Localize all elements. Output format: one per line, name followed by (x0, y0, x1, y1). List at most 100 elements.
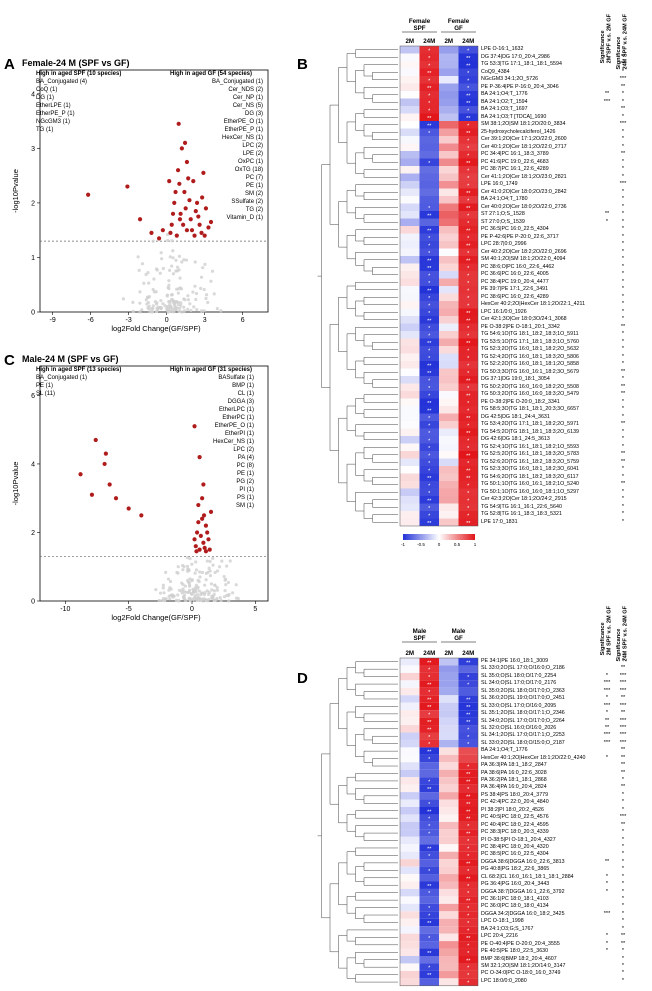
significance-header: Significance 2M SPF v.s. 2M GF (600, 606, 613, 656)
cell-star: ** (466, 393, 471, 399)
point-ns (154, 290, 158, 294)
cell-star: * (467, 236, 470, 242)
significance-mark: ** (620, 784, 626, 791)
heatmap-cell (400, 710, 420, 718)
cell-star: * (467, 198, 470, 204)
panel-d-heatmap: Male SPF Male GF 2M 24M 2M 24M ** ** * * * ** * * ** ** **… (310, 606, 650, 988)
cell-star: ** (466, 63, 471, 69)
point-ns (181, 582, 185, 587)
heatmap-cell (439, 316, 459, 324)
point-sig (194, 530, 200, 535)
significance-mark: * (621, 211, 625, 217)
row-label: ST 27:1;O;S_1528 (481, 211, 525, 217)
significance-mark (600, 970, 614, 977)
point-sig (170, 211, 176, 216)
point-ns (164, 570, 168, 574)
point-sig (200, 195, 205, 200)
row-label: TG 54:5;2O|TG 18:1_18:1_18:3;2O_6139 (481, 428, 579, 435)
heatmap-cell (439, 113, 459, 121)
heatmap-cell (419, 458, 439, 466)
row-label: DG 37:1|DG 19:0_18:1_3054 (481, 376, 550, 382)
heatmap-cell (419, 665, 439, 673)
cell-star: ** (427, 408, 432, 414)
significance-mark: ** (620, 762, 626, 769)
row-label: TG 52:5;2O|TG 16:1_18:1_18:3;2O_5783 (481, 451, 579, 457)
heatmap-cell (458, 98, 478, 106)
significance-mark: * (621, 658, 625, 664)
heatmap-cell (419, 346, 439, 354)
point-sig (172, 200, 177, 206)
point-ns (215, 569, 220, 573)
lipid-class-item: OxTG (18) (234, 167, 264, 173)
cell-star: * (467, 273, 470, 279)
significance-mark (600, 189, 614, 197)
significance-mark (600, 770, 614, 777)
heatmap-cell (439, 754, 459, 763)
significance-mark: ** (620, 695, 626, 702)
heatmap-cell (439, 518, 459, 526)
significance-mark (600, 159, 614, 167)
cell-star: * (467, 951, 470, 957)
cell-star: * (428, 742, 431, 748)
cell-star: * (428, 93, 431, 99)
point-ns (219, 598, 223, 603)
heatmap-cell (400, 821, 420, 830)
heatmap-cell (439, 777, 459, 785)
point-ns (173, 305, 177, 309)
point-sig (176, 121, 181, 126)
lipid-class-item: DG (1) (36, 95, 54, 101)
lipid-class-item: EtherLPC (1) (219, 407, 255, 413)
cell-star: * (467, 735, 470, 741)
point-ns (190, 579, 194, 583)
row-label: LPE 17:0_1831 (481, 518, 518, 525)
heatmap-cell (419, 792, 439, 800)
significance-mark: * (621, 518, 625, 525)
heatmap-cell (419, 754, 439, 763)
heatmap-cell (400, 428, 420, 436)
point-sig (205, 530, 210, 535)
point-ns (208, 569, 212, 573)
heatmap-cell (439, 725, 459, 733)
lipid-class-item: SL (11) (36, 391, 56, 397)
heatmap-cell (439, 762, 459, 770)
heatmap-cell (439, 203, 459, 211)
heatmap-cell (400, 956, 420, 964)
lipid-class-item: EtherPE_O (1) (223, 119, 264, 125)
cell-star: ** (466, 958, 471, 964)
heatmap-cell (439, 391, 459, 399)
row-label: PI O-38:5|PI O-18:1_20:4_4327 (481, 836, 556, 843)
heatmap-cell (400, 166, 420, 174)
point-sig (194, 549, 199, 554)
point-ns (186, 294, 190, 298)
point-sig (208, 509, 214, 515)
point-ns (196, 593, 200, 597)
point-sig (156, 236, 162, 241)
point-sig (173, 189, 178, 195)
cell-star: ** (466, 228, 471, 234)
point-sig (201, 170, 206, 176)
heatmap-cell (400, 323, 420, 331)
column-label: 2M (405, 650, 414, 657)
point-ns (180, 589, 184, 593)
cell-star: ** (427, 705, 432, 711)
cell-star: ** (466, 779, 471, 785)
heatmap-cell (400, 248, 420, 256)
cell-star: ** (466, 794, 471, 800)
significance-mark: *** (619, 732, 627, 739)
point-ns (185, 556, 190, 560)
row-label: DGGA 34:2|DGGA 16:0_18:2_3425 (481, 910, 565, 917)
heatmap-cell (439, 836, 459, 845)
point-ns (218, 596, 222, 600)
significance-mark (600, 978, 614, 985)
heatmap-cell (400, 68, 420, 76)
point-sig (196, 520, 201, 525)
significance-mark: * (621, 843, 625, 850)
heatmap-cell (458, 196, 478, 204)
heatmap-cell (400, 859, 420, 867)
point-ns (230, 591, 235, 595)
heatmap-cell (400, 732, 420, 740)
significance-mark (600, 69, 614, 77)
cell-star: * (428, 690, 431, 696)
cell-star: * (428, 891, 431, 897)
heatmap-cell (439, 211, 459, 219)
